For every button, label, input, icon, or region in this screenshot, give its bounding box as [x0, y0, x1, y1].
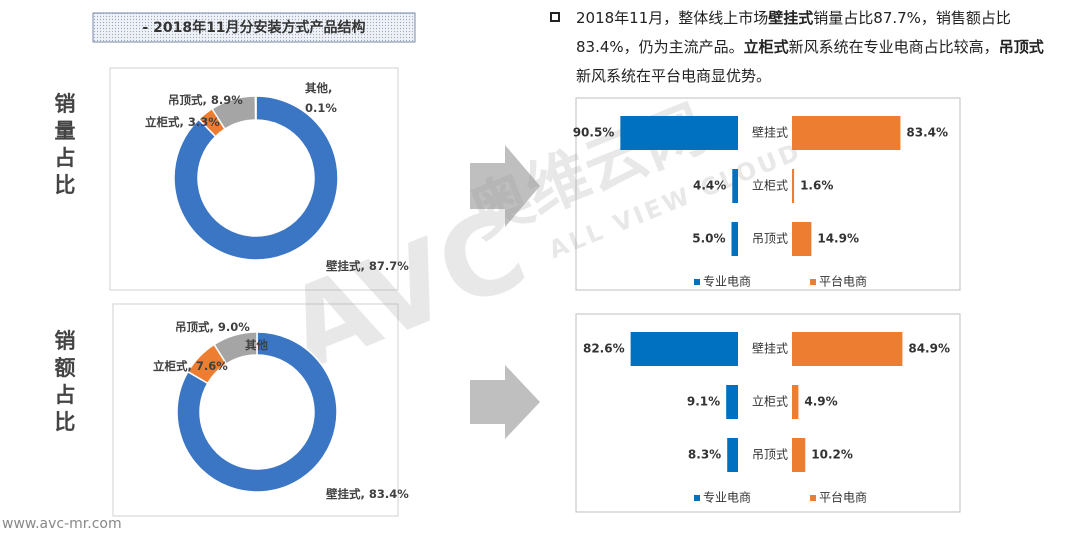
value-label: 4.9%	[804, 395, 837, 409]
bullet-run: 新风系统在平台电商显优势。	[576, 67, 772, 85]
slice-category: 立柜式,	[153, 359, 192, 373]
url: www.avc-mr.com	[2, 516, 122, 532]
slice-value: 3.3%	[188, 115, 220, 129]
slice-label: 吊顶式, 9.0%	[175, 320, 250, 334]
value-label: 84.9%	[908, 342, 950, 356]
bar	[792, 169, 795, 203]
title-box	[92, 12, 416, 43]
value-label: 82.6%	[583, 342, 625, 356]
slice-value: 87.7%	[369, 259, 409, 273]
legend-label: 平台电商	[819, 274, 867, 289]
legend-label: 平台电商	[819, 490, 867, 505]
donut-slice	[213, 331, 258, 365]
value-label: 1.6%	[800, 179, 833, 193]
slice-label: 其他	[245, 338, 268, 352]
category-label: 立柜式	[752, 394, 788, 409]
bullet-run: 新风系统在专业电商占比较高，	[788, 38, 999, 56]
slide-title: - 2018年11月分安装方式产品结构	[142, 19, 365, 36]
legend-swatch	[694, 495, 700, 501]
bar	[792, 116, 901, 150]
bar	[727, 438, 738, 472]
bar	[726, 385, 738, 419]
arrow	[470, 365, 540, 439]
legend-label: 专业电商	[703, 490, 751, 505]
slice-label: 壁挂式, 87.7%	[326, 259, 409, 273]
value-label: 9.1%	[687, 395, 720, 409]
bar	[792, 438, 806, 472]
slice-value: 7.6%	[196, 359, 228, 373]
bullet-run: 吊顶式	[998, 38, 1044, 56]
side-label-char: 占	[55, 383, 76, 407]
bullet-marker	[550, 12, 560, 22]
category-label: 壁挂式	[752, 125, 788, 140]
legend-swatch	[810, 279, 816, 285]
bullet-run: 2018年11月，整体线上市场	[576, 9, 769, 27]
arrow	[470, 145, 540, 227]
bar	[792, 385, 799, 419]
bar	[792, 222, 812, 256]
bar	[620, 116, 738, 150]
slice-label: 立柜式, 3.3%	[145, 115, 220, 129]
slice-value: 83.4%	[369, 487, 409, 501]
category-label: 吊顶式	[752, 232, 788, 246]
side-label-char: 占	[55, 146, 76, 170]
side-label-char: 销	[55, 329, 76, 353]
legend-swatch	[694, 279, 700, 285]
legend-label: 专业电商	[703, 274, 751, 289]
slice-category: 吊顶式,	[175, 320, 214, 334]
slice-category: 壁挂式,	[326, 259, 365, 273]
bullet-run: 壁挂式	[768, 9, 814, 27]
slice-category: 立柜式,	[145, 115, 184, 129]
value-label: 4.4%	[693, 179, 726, 193]
bullet-run: 立柜式	[743, 38, 789, 56]
slice-value: 8.9%	[211, 93, 243, 107]
bar	[792, 332, 903, 366]
slice-value: 0.1%	[305, 101, 337, 115]
donut-slice	[254, 95, 257, 121]
category-label: 壁挂式	[752, 341, 788, 356]
category-label: 立柜式	[752, 178, 788, 193]
donut-slice	[173, 95, 339, 261]
value-label: 5.0%	[692, 232, 725, 246]
slice-category: 其他	[245, 338, 268, 352]
legend-swatch	[810, 495, 816, 501]
value-label: 90.5%	[573, 126, 615, 140]
slice-value: 9.0%	[218, 320, 250, 334]
value-label: 10.2%	[811, 448, 853, 462]
slice-label: 吊顶式, 8.9%	[168, 93, 243, 107]
bullet-run: 销量占比87.7%，销售额占比83.4%，仍为主流产品。	[576, 9, 1011, 56]
panel	[575, 97, 961, 291]
panel	[575, 313, 961, 513]
side-label: 销量占比	[55, 92, 76, 197]
panel	[112, 303, 399, 517]
slice-category: 其他,	[305, 81, 332, 95]
value-label: 83.4%	[906, 126, 948, 140]
bar	[630, 332, 738, 366]
side-label-char: 额	[55, 356, 76, 380]
slice-category: 壁挂式,	[326, 487, 365, 501]
side-label-char: 销	[55, 92, 76, 116]
value-label: 8.3%	[688, 448, 721, 462]
panel	[109, 67, 399, 291]
slice-label: 立柜式, 7.6%	[153, 359, 228, 373]
bar	[731, 222, 738, 256]
donut-slice	[176, 331, 338, 493]
bar	[732, 169, 738, 203]
side-label: 销额占比	[55, 329, 76, 434]
slice-label: 壁挂式, 83.4%	[326, 487, 409, 501]
value-label: 14.9%	[817, 232, 859, 246]
slice-category: 吊顶式,	[168, 93, 207, 107]
side-label-char: 比	[55, 410, 76, 434]
side-label-char: 比	[55, 173, 76, 197]
side-label-char: 量	[55, 119, 76, 143]
bullet-text: 2018年11月，整体线上市场壁挂式销量占比87.7%，销售额占比83.4%，仍…	[576, 4, 1056, 91]
category-label: 吊顶式	[752, 448, 788, 462]
slice-label: 其他, 0.1%	[305, 81, 337, 115]
